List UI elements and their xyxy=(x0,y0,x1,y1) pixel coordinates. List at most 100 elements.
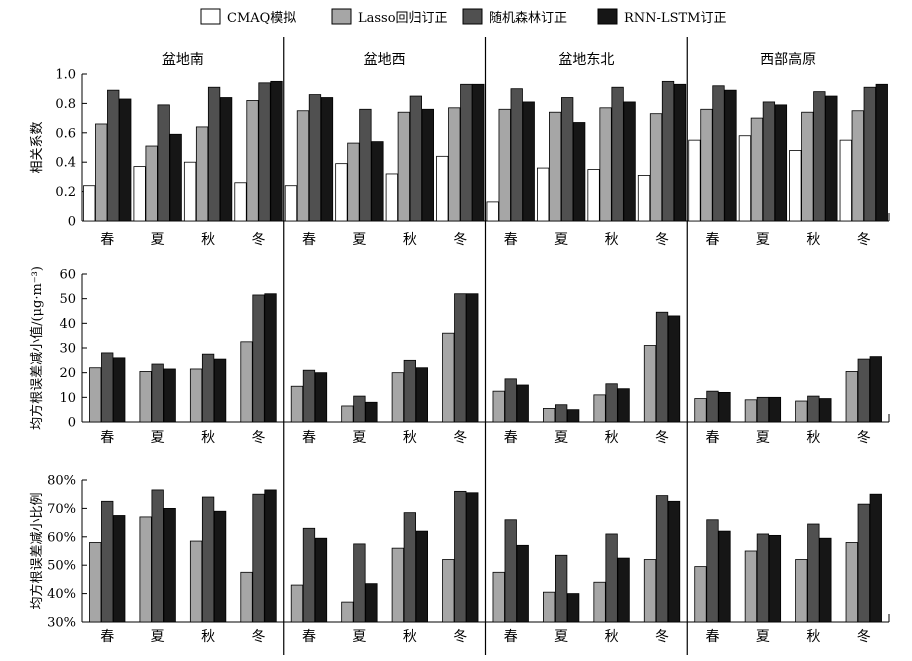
bar-row0-p3-冬-s0 xyxy=(839,139,852,222)
bar-row0-p3-春-s2 xyxy=(712,85,725,222)
bar-row1-p0-冬-s1 xyxy=(252,294,265,423)
season-label-row-2-p2-2: 秋 xyxy=(605,629,619,645)
season-label-row-0-p1-2: 秋 xyxy=(403,232,417,248)
bar-row2-p1-冬-s1 xyxy=(454,490,467,623)
y-tick-label-row-1-4: 40 xyxy=(59,317,76,332)
season-label-row-0-p0-3: 冬 xyxy=(252,232,266,248)
bar-row0-p0-夏-s1 xyxy=(145,145,158,222)
y-tick-label-row-0-5: 1.0 xyxy=(55,68,76,83)
bar-row1-p2-夏-s0 xyxy=(543,408,556,423)
bar-row0-p3-夏-s2 xyxy=(762,101,776,222)
bar-row2-p1-夏-s1 xyxy=(353,543,366,623)
bar-row1-p2-春-s2 xyxy=(516,384,529,423)
bar-row1-p3-春-s1 xyxy=(706,390,719,423)
bar-row1-p1-春-s2 xyxy=(314,372,328,423)
season-label-row-0-p3-3: 冬 xyxy=(857,232,871,248)
bar-row2-p1-秋-s0 xyxy=(391,547,404,623)
bar-row1-p1-冬-s1 xyxy=(454,293,467,423)
season-label-row-2-p2-0: 春 xyxy=(504,629,518,645)
bar-row1-p3-冬-s2 xyxy=(869,356,882,423)
bar-row2-p0-冬-s0 xyxy=(240,571,253,623)
bar-row0-p3-冬-s1 xyxy=(851,110,864,222)
season-label-row-1-p1-1: 夏 xyxy=(352,430,366,446)
season-label-row-0-p0-0: 春 xyxy=(100,232,114,248)
bar-row2-p0-冬-s1 xyxy=(252,493,265,623)
season-label-row-1-p2-0: 春 xyxy=(504,430,518,446)
bar-row1-p2-冬-s2 xyxy=(667,315,681,423)
bar-row0-p2-夏-s0 xyxy=(537,167,550,222)
bar-row0-p0-冬-s2 xyxy=(258,82,271,222)
legend-swatch-2 xyxy=(462,8,483,25)
bar-row0-p1-夏-s3 xyxy=(371,141,384,222)
bar-row0-p1-夏-s2 xyxy=(359,108,372,222)
bar-row2-p0-夏-s1 xyxy=(151,489,164,623)
bar-row1-p1-夏-s0 xyxy=(341,405,354,423)
bar-row1-p3-秋-s0 xyxy=(795,400,808,423)
bar-row0-p3-秋-s3 xyxy=(825,95,838,222)
bar-row1-p2-秋-s1 xyxy=(605,383,618,423)
season-label-row-0-p2-0: 春 xyxy=(504,232,518,248)
bar-row2-p2-春-s2 xyxy=(516,544,529,623)
bar-row1-p3-夏-s0 xyxy=(744,399,758,423)
bar-row0-p2-夏-s1 xyxy=(549,111,562,222)
bar-row0-p0-秋-s0 xyxy=(183,161,197,222)
y-tick-label-row-0-1: 0.2 xyxy=(55,185,76,200)
bar-row2-p1-冬-s2 xyxy=(466,492,479,623)
season-label-row-2-p1-3: 冬 xyxy=(453,629,467,645)
bar-row0-p1-春-s0 xyxy=(284,185,298,222)
bar-row0-p2-冬-s2 xyxy=(661,80,675,222)
season-label-row-2-p1-0: 春 xyxy=(302,629,316,645)
bar-row2-p2-夏-s0 xyxy=(543,591,556,623)
bar-row0-p2-夏-s2 xyxy=(561,97,574,222)
chart-panels: 盆地南 盆地西 盆地东北 西部高原00.20.40.60.81.0相关系数春夏秋冬春夏… xyxy=(29,37,890,655)
bar-row0-p2-冬-s1 xyxy=(649,113,663,222)
season-label-row-0-p3-2: 秋 xyxy=(806,232,820,248)
season-label-row-2-p1-2: 秋 xyxy=(403,629,417,645)
bar-row2-p3-夏-s1 xyxy=(756,533,770,623)
season-label-row-0-p0-2: 秋 xyxy=(201,232,215,248)
bar-row2-p1-春-s2 xyxy=(314,537,328,623)
bar-row0-p3-春-s1 xyxy=(700,108,713,222)
bar-row1-p3-冬-s0 xyxy=(845,371,858,423)
season-label-row-1-p0-2: 秋 xyxy=(201,430,215,446)
bar-row0-p3-秋-s0 xyxy=(789,150,802,222)
bar-row1-p0-夏-s2 xyxy=(163,368,176,423)
bar-row0-p2-冬-s3 xyxy=(673,83,687,222)
bar-row2-p2-秋-s2 xyxy=(617,557,630,623)
season-label-row-0-p3-0: 春 xyxy=(705,232,719,248)
bar-row1-p1-春-s0 xyxy=(290,385,304,423)
bar-row0-p0-春-s3 xyxy=(119,98,132,222)
bar-row1-p1-秋-s1 xyxy=(403,359,416,423)
bar-row0-p0-秋-s2 xyxy=(207,86,221,222)
bar-row0-p2-春-s1 xyxy=(498,108,511,222)
y-tick-label-row-1-5: 50 xyxy=(59,292,76,307)
bar-row2-p0-春-s2 xyxy=(113,515,126,623)
bar-row1-p3-夏-s1 xyxy=(756,396,770,423)
bar-row2-p3-冬-s2 xyxy=(869,493,882,623)
region-title-0: 盆地南 xyxy=(162,52,204,68)
bar-row0-p1-夏-s0 xyxy=(335,163,348,222)
y-tick-label-row-0-0: 0 xyxy=(68,215,76,230)
bar-row0-p1-秋-s2 xyxy=(409,95,422,222)
bar-row2-p3-秋-s2 xyxy=(819,537,832,623)
bar-row0-p1-春-s2 xyxy=(308,94,322,222)
bar-row1-p3-春-s0 xyxy=(694,398,707,423)
bar-row0-p2-春-s3 xyxy=(522,101,535,222)
season-label-row-2-p0-3: 冬 xyxy=(252,629,266,645)
bar-row1-p2-夏-s2 xyxy=(567,409,580,423)
bar-row1-p1-夏-s1 xyxy=(353,395,366,423)
legend-swatch-0 xyxy=(200,8,221,25)
y-tick-label-row-1-2: 20 xyxy=(59,366,76,381)
bar-row1-p1-冬-s0 xyxy=(442,332,455,423)
bar-row1-p0-冬-s0 xyxy=(240,341,253,423)
season-label-row-1-p3-3: 冬 xyxy=(857,430,871,446)
y-tick-label-row-2-5: 80% xyxy=(47,474,76,489)
bar-row0-p1-冬-s3 xyxy=(472,83,485,222)
bar-row0-p3-夏-s1 xyxy=(750,117,764,222)
bar-row0-p0-夏-s0 xyxy=(133,166,146,222)
bar-row0-p2-春-s0 xyxy=(486,201,499,222)
bar-row0-p0-冬-s1 xyxy=(246,100,259,222)
season-label-row-2-p0-0: 春 xyxy=(100,629,114,645)
season-label-row-2-p0-2: 秋 xyxy=(201,629,215,645)
